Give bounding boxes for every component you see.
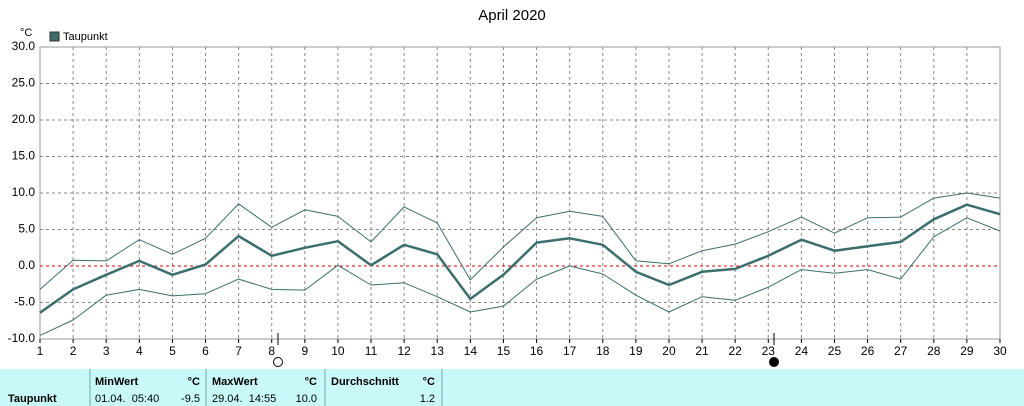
x-tick-label: 22: [728, 344, 742, 358]
x-tick-label: 25: [828, 344, 842, 358]
x-tick-label: 11: [365, 344, 378, 358]
series-line-max: [39, 192, 1001, 290]
table-cell: -9.5: [181, 393, 200, 405]
table-header: °C: [188, 376, 200, 388]
y-tick-label: 5.0: [18, 222, 35, 236]
legend: Taupunkt: [49, 31, 108, 43]
x-tick-label: 4: [136, 344, 143, 358]
x-tick-label: 10: [331, 344, 345, 358]
x-tick-label: 5: [169, 344, 176, 358]
x-tick-label: 30: [993, 344, 1007, 358]
x-tick-label: 6: [202, 344, 209, 358]
x-tick-label: 24: [795, 344, 809, 358]
table-header: Durchschnitt: [331, 376, 399, 388]
x-tick-label: 17: [563, 344, 577, 358]
y-tick-label: -10.0: [8, 331, 36, 345]
y-tick-label: -5.0: [14, 295, 35, 309]
table-header: °C: [423, 376, 435, 388]
x-tick-label: 27: [894, 344, 908, 358]
x-tick-label: 12: [397, 344, 411, 358]
x-tick-label: 2: [70, 344, 77, 358]
stats-table-bg: [0, 369, 1024, 406]
x-tick-label: 13: [431, 344, 445, 358]
table-cell: 29.04. 14:55: [212, 393, 276, 405]
y-tick-label: 30.0: [12, 39, 36, 53]
full-moon: [273, 357, 283, 367]
stats-table: Taupunkt MinWert °C MaxWert °C Durchschn…: [8, 369, 443, 406]
y-tick-label: 0.0: [18, 258, 35, 272]
y-tick-label: 20.0: [12, 112, 36, 126]
x-tick-label: 20: [662, 344, 676, 358]
table-header: MinWert: [95, 376, 139, 388]
x-tick-label: 29: [960, 344, 974, 358]
table-cell: 01.04. 05:40: [95, 393, 159, 405]
x-tick-label: 1: [37, 344, 44, 358]
x-tick-label: 7: [235, 344, 242, 358]
y-tick-label: 15.0: [12, 149, 36, 163]
new-moon: [769, 357, 779, 367]
series-line-min: [39, 217, 1001, 336]
x-tick-label: 14: [464, 344, 478, 358]
table-header: °C: [305, 376, 317, 388]
row-label: Taupunkt: [8, 393, 57, 405]
table-cell: 1.2: [420, 393, 435, 405]
x-tick-label: 3: [103, 344, 110, 358]
x-tick-label: 15: [497, 344, 511, 358]
series-line-values: [39, 203, 1001, 314]
x-tick-label: 28: [927, 344, 941, 358]
moon-phases: [273, 333, 779, 367]
table-header: MaxWert: [212, 376, 258, 388]
x-tick-label: 26: [861, 344, 875, 358]
x-tick-label: 18: [596, 344, 610, 358]
y-axis-unit: °C: [20, 27, 32, 39]
legend-swatch: [49, 31, 60, 42]
table-cell: 10.0: [296, 393, 317, 405]
y-tick-label: 25.0: [12, 76, 36, 90]
x-tick-label: 21: [695, 344, 709, 358]
x-tick-label: 16: [530, 344, 544, 358]
chart-title: April 2020: [478, 7, 546, 24]
x-tick-label: 9: [301, 344, 308, 358]
x-tick-label: 23: [762, 344, 776, 358]
x-tick-label: 8: [268, 344, 275, 358]
x-tick-label: 19: [629, 344, 643, 358]
legend-label: Taupunkt: [63, 31, 108, 43]
y-tick-label: 10.0: [12, 185, 36, 199]
